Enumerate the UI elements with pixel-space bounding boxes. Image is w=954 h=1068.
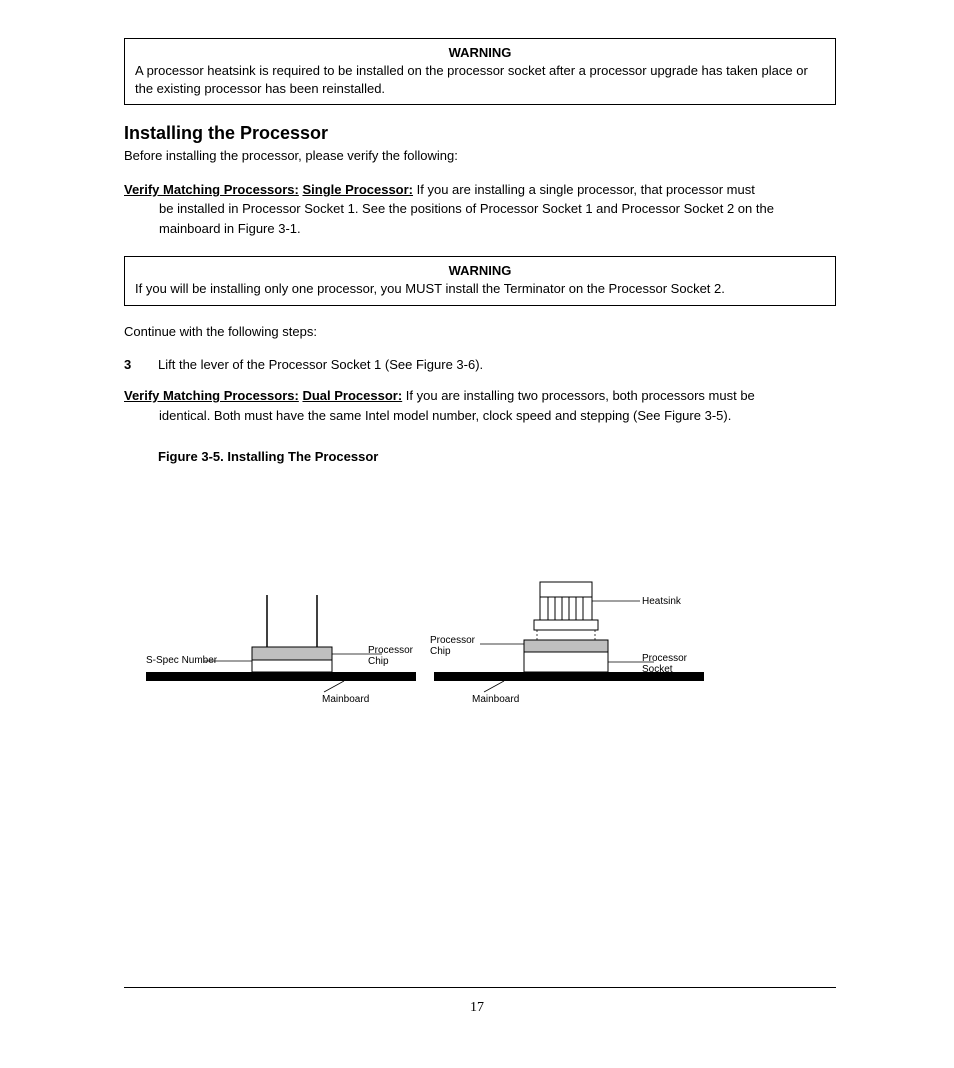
install-sub-single: Verify Matching Processors: Single Proce… xyxy=(124,180,836,239)
step-3-text: Lift the lever of the Processor Socket 1… xyxy=(158,357,483,372)
warning-body-1: A processor heatsink is required to be i… xyxy=(135,62,825,98)
figure-title: Figure 3-5. Installing The Processor xyxy=(158,447,836,467)
label-socket: Processor Socket xyxy=(642,653,702,675)
install-body: Before installing the processor, please … xyxy=(124,146,836,166)
label-heatsink: Heatsink xyxy=(642,596,681,607)
label-sspec: S-Spec Number xyxy=(146,655,217,666)
label-chip-left: Processor Chip xyxy=(368,645,422,667)
label-vmp-2: Verify Matching Processors: xyxy=(124,388,299,403)
warning-title-1: WARNING xyxy=(135,45,825,60)
label-chip-right: Processor Chip xyxy=(430,635,484,657)
diagram-area: S-Spec Number Processor Chip Mainboard H… xyxy=(124,477,836,737)
warning-box-1: WARNING A processor heatsink is required… xyxy=(124,38,836,105)
step-3-row: 3 Lift the lever of the Processor Socket… xyxy=(124,357,836,372)
install-text1: If you are installing a single processor… xyxy=(417,182,755,197)
bottom-rule xyxy=(124,987,836,988)
label-vmp-1: Verify Matching Processors: xyxy=(124,182,299,197)
install-text2: be installed in Processor Socket 1. See … xyxy=(159,199,836,238)
label-dual: Dual Processor: xyxy=(302,388,402,403)
verify-text1: If you are installing two processors, bo… xyxy=(406,388,755,403)
label-single: Single Processor: xyxy=(302,182,413,197)
warning-title-2: WARNING xyxy=(135,263,825,278)
warning-body-2: If you will be installing only one proce… xyxy=(135,280,825,298)
install-heading: Installing the Processor xyxy=(124,123,836,144)
step-3-num: 3 xyxy=(124,357,158,372)
install-cont: Continue with the following steps: xyxy=(124,322,836,342)
page-number: 17 xyxy=(0,1000,954,1016)
label-board-right: Mainboard xyxy=(472,694,519,705)
warning-box-2: WARNING If you will be installing only o… xyxy=(124,256,836,305)
label-board-left: Mainboard xyxy=(322,694,369,705)
verify-text2: identical. Both must have the same Intel… xyxy=(159,406,836,426)
verify-sub-dual: Verify Matching Processors: Dual Process… xyxy=(124,386,836,425)
